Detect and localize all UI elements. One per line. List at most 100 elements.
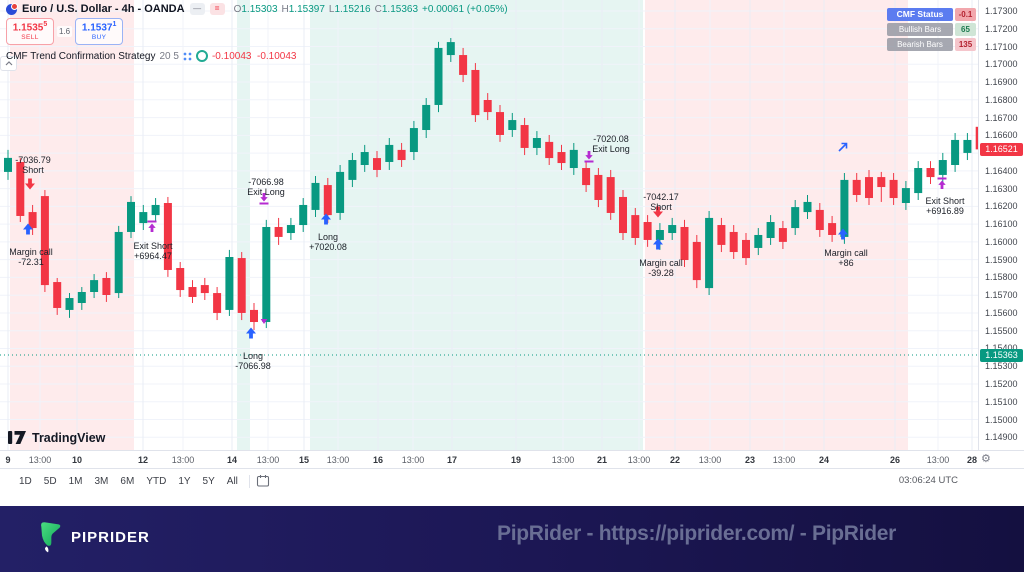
change-value: +0.00061 (+0.05%) (422, 3, 508, 15)
piprider-brand-text: PIPRIDER (71, 528, 150, 546)
time-tick-label: 13:00 (772, 455, 796, 465)
time-tick-label: 13:00 (698, 455, 722, 465)
time-axis[interactable]: 9 13:00 10 12 13:00 14 13:00 15 13:00 16 13:00 17 19… (0, 450, 1024, 469)
price-tick-label: 1.15000 (985, 414, 1018, 425)
price-tick-label: 1.17200 (985, 23, 1018, 34)
strategy-value-1: -0.10043 (211, 50, 252, 62)
collapse-legend-button[interactable] (0, 56, 17, 71)
cmf-row-label: Bearish Bars (887, 38, 953, 51)
strategy-source-icon[interactable] (195, 50, 208, 62)
time-tick-label: 22 (669, 455, 681, 465)
range-button-5y[interactable]: 5Y (202, 475, 215, 487)
price-tick-label: 1.15400 (985, 343, 1018, 353)
high-label: H (281, 3, 289, 15)
time-tick-label: 24 (818, 455, 830, 465)
time-tick-label: 10 (71, 455, 83, 465)
bar-change-icon[interactable]: = (209, 3, 225, 15)
low-value: 1.15216 (334, 3, 371, 15)
range-button-5d[interactable]: 5D (43, 475, 57, 487)
sell-label: SELL (21, 34, 39, 42)
strategy-price-tag: 1.15363 (980, 348, 1023, 362)
range-button-1m[interactable]: 1M (68, 475, 83, 487)
tradingview-mark-icon (8, 431, 26, 444)
spread-value: 1.6 (57, 26, 73, 37)
time-tick-label: 13:00 (551, 455, 575, 465)
chart-legend: Euro / U.S. Dollar - 4h - OANDA — = O1.1… (6, 2, 508, 62)
time-tick-label: 13:00 (171, 455, 195, 465)
price-tick-label: 1.14900 (985, 432, 1018, 443)
sell-button[interactable]: 1.15355 SELL (6, 18, 54, 45)
toolbar-divider (248, 474, 250, 488)
price-tick-label: 1.15300 (985, 361, 1018, 372)
strategy-row: CMF Trend Confirmation Strategy 20 5 -0.… (6, 50, 508, 62)
time-tick-label: 13:00 (401, 455, 425, 465)
go-to-date-icon[interactable] (256, 474, 270, 488)
cmf-row-value: -0.1 (955, 8, 976, 21)
time-tick-label: 17 (446, 455, 458, 465)
symbol-row: Euro / U.S. Dollar - 4h - OANDA — = O1.1… (6, 2, 508, 15)
price-tick-label: 1.16800 (985, 94, 1018, 105)
tradingview-logo-text: TradingView (32, 431, 106, 445)
low-label: L (328, 3, 335, 15)
time-tick-label: 23 (744, 455, 756, 465)
time-tick-label: 13:00 (326, 455, 350, 465)
ohlc-readout: O1.15303 H1.15397 L1.15216 C1.15363 +0.0… (234, 4, 508, 15)
price-tick-label: 1.15900 (985, 254, 1018, 265)
time-tick-label: 16 (372, 455, 384, 465)
price-tick-label: 1.16200 (985, 201, 1018, 212)
price-tick-label: 1.16600 (985, 130, 1018, 141)
price-tick-label: 1.15700 (985, 290, 1018, 301)
symbol-title[interactable]: Euro / U.S. Dollar - 4h - OANDA (22, 3, 185, 15)
time-tick-label: 13:00 (256, 455, 280, 465)
range-button-1y[interactable]: 1Y (178, 475, 191, 487)
chart-canvas[interactable] (0, 0, 978, 450)
time-tick-label: 14 (226, 455, 238, 465)
open-value: 1.15303 (241, 3, 278, 15)
range-button-ytd[interactable]: YTD (146, 475, 167, 487)
chevron-up-icon (5, 61, 12, 66)
session-zones (10, 0, 908, 450)
bottom-toolbar: 1D 5D 1M 3M 6M YTD 1Y 5Y All 03:06:24 UTC (0, 468, 1024, 493)
strategy-dots-icon[interactable] (182, 51, 192, 61)
price-tick-label: 1.16100 (985, 219, 1018, 230)
buy-label: BUY (91, 34, 107, 42)
piprider-brand: PIPRIDER (38, 520, 150, 554)
price-tick-label: 1.15800 (985, 272, 1018, 283)
price-tick-label: 1.15600 (985, 307, 1018, 318)
symbol-logo-icon (6, 2, 18, 15)
time-tick-label: 26 (889, 455, 901, 465)
price-axis[interactable]: 1.16521 1.15363 1.17300 1.17200 1.17100 1.1… (978, 0, 1024, 450)
price-tick-label: 1.16400 (985, 165, 1018, 176)
time-tick-label: 28 (966, 455, 978, 465)
timezone-utc[interactable]: 03:06:24 UTC (898, 475, 958, 486)
piprider-logo-icon (41, 522, 61, 553)
range-button-all[interactable]: All (226, 475, 238, 487)
time-tick-label: 13:00 (627, 455, 651, 465)
strategy-value-2: -0.10043 (257, 50, 297, 62)
buy-sell-row: 1.15355 SELL 1.6 1.15371 BUY (6, 18, 508, 45)
range-button-3m[interactable]: 3M (94, 475, 109, 487)
range-button-1d[interactable]: 1D (19, 475, 32, 487)
time-tick-label: 9 (5, 455, 11, 465)
cmf-status-table: CMF Status -0.1 Bullish Bars 65 Bearish Bars… (887, 8, 976, 51)
strategy-name[interactable]: CMF Trend Confirmation Strategy (6, 50, 156, 62)
range-button-6m[interactable]: 6M (120, 475, 135, 487)
time-tick-label: 15 (298, 455, 310, 465)
price-tick-label: 1.17000 (985, 59, 1018, 70)
axis-settings-gear-icon[interactable]: ⚙ (981, 453, 991, 465)
chart-area[interactable]: -7036.79 Short Margin call -72.31 Exit Short… (0, 0, 1024, 506)
price-tick-label: 1.16300 (985, 183, 1018, 194)
last-price-tag: 1.16521 (980, 142, 1023, 156)
footer-watermark-text: PipRider - https://piprider.com/ - PipRi… (497, 522, 896, 545)
piprider-footer: PIPRIDER PipRider - https://piprider.com… (0, 506, 1024, 572)
time-tick-label: 13:00 (28, 455, 52, 465)
price-tick-label: 1.15500 (985, 325, 1018, 336)
tradingview-logo[interactable]: TradingView (8, 431, 105, 445)
cmf-row-label: Bullish Bars (887, 23, 953, 36)
high-value: 1.15397 (288, 3, 325, 15)
minimize-legend-icon[interactable]: — (189, 3, 205, 15)
open-label: O (233, 3, 242, 15)
time-tick-label: 19 (510, 455, 522, 465)
buy-button[interactable]: 1.15371 BUY (75, 18, 124, 45)
